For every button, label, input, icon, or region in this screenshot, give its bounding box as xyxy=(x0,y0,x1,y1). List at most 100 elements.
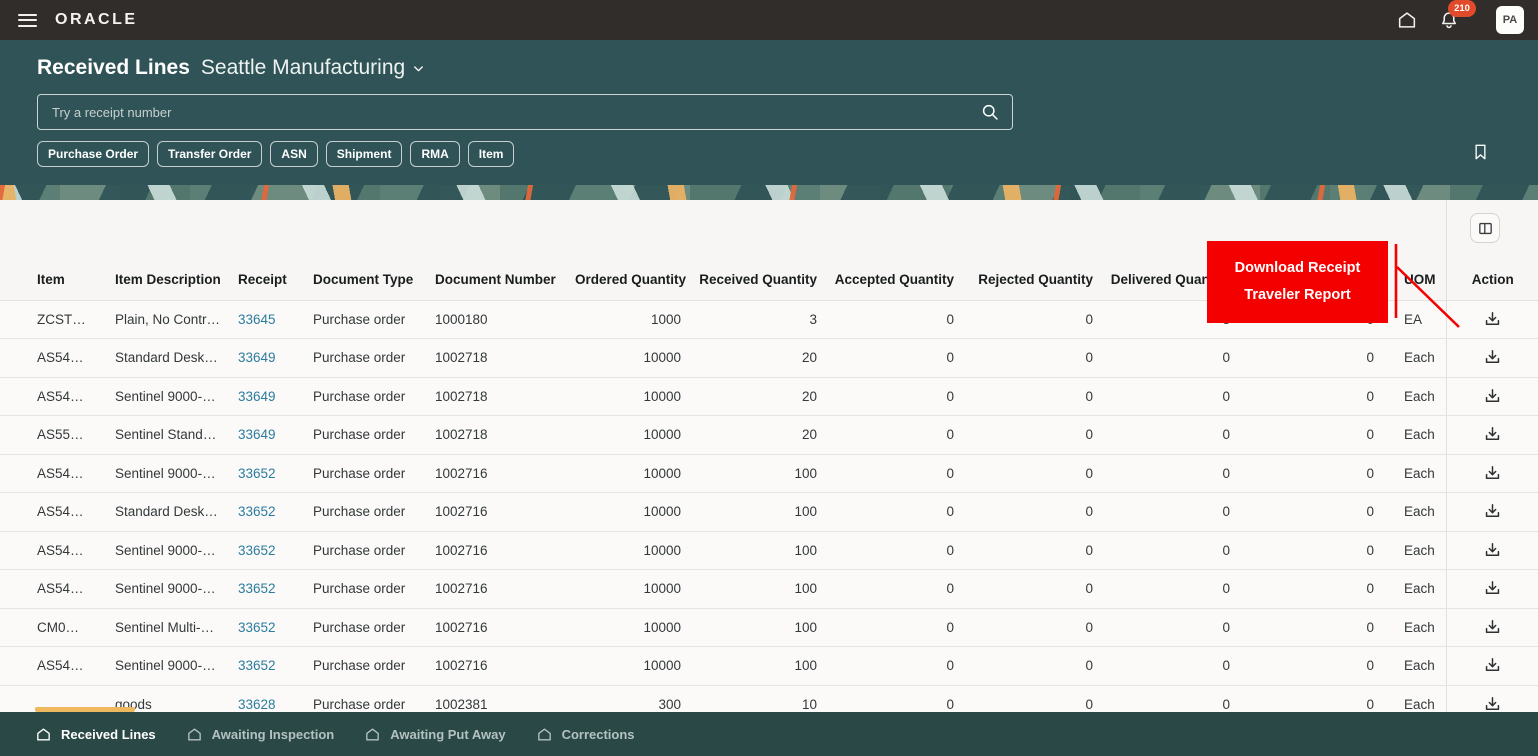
table-row[interactable]: AS55… Sentinel Stand… 33649 Purchase ord… xyxy=(0,415,1538,455)
receipt-link[interactable]: 33652 xyxy=(236,531,311,570)
filter-chip[interactable]: RMA xyxy=(410,141,460,167)
table-row[interactable]: AS54… Standard Desk… 33649 Purchase orde… xyxy=(0,338,1538,378)
cell-document-number: 1002718 xyxy=(433,415,573,455)
download-receipt-traveler-button[interactable] xyxy=(1483,695,1502,714)
table-row[interactable]: AS54… Sentinel 9000-… 33652 Purchase ord… xyxy=(0,454,1538,493)
download-icon xyxy=(1486,696,1500,710)
cell-ordered-quantity: 10000 xyxy=(573,646,683,686)
cell-accepted-quantity: 0 xyxy=(819,454,956,493)
cell-delivered-quantity: 0 xyxy=(1095,377,1232,416)
download-receipt-traveler-button[interactable] xyxy=(1483,579,1502,598)
cell-item: AS54… xyxy=(0,531,113,570)
page-title: Received Lines xyxy=(37,56,190,79)
filter-chip[interactable]: ASN xyxy=(270,141,318,167)
search-input[interactable] xyxy=(50,103,980,121)
cell-hidden-quantity: 0 xyxy=(1232,377,1376,416)
footer-tab-bar: Received Lines Awaiting Inspection Await… xyxy=(0,707,1538,756)
col-header-document-type[interactable]: Document Type xyxy=(311,200,433,301)
notifications-bell-icon[interactable]: 210 xyxy=(1436,0,1476,33)
receipt-link[interactable]: 33652 xyxy=(236,492,311,532)
download-receipt-traveler-button[interactable] xyxy=(1483,502,1502,521)
menu-icon[interactable] xyxy=(18,13,37,27)
download-receipt-traveler-button[interactable] xyxy=(1483,425,1502,444)
cell-received-quantity: 3 xyxy=(683,300,819,339)
table-row[interactable]: AS54… Sentinel 9000-… 33652 Purchase ord… xyxy=(0,531,1538,570)
filter-chip[interactable]: Transfer Order xyxy=(157,141,263,167)
receipt-search[interactable] xyxy=(37,94,1013,130)
cell-hidden-quantity: 0 xyxy=(1232,608,1376,647)
cell-delivered-quantity: 0 xyxy=(1095,492,1232,532)
footer-tab[interactable]: Received Lines xyxy=(35,726,156,743)
receipt-link[interactable]: 33652 xyxy=(236,454,311,493)
col-header-receipt[interactable]: Receipt xyxy=(236,200,311,301)
col-header-item-description[interactable]: Item Description xyxy=(113,200,236,301)
bookmark-icon[interactable] xyxy=(1471,142,1490,167)
search-icon[interactable] xyxy=(980,102,1000,122)
cell-accepted-quantity: 0 xyxy=(819,377,956,416)
receipt-link[interactable]: 33649 xyxy=(236,415,311,455)
footer-tab[interactable]: Awaiting Inspection xyxy=(186,726,335,743)
col-header-document-number[interactable]: Document Number xyxy=(433,200,573,301)
filter-chip[interactable]: Purchase Order xyxy=(37,141,150,167)
receipt-link[interactable]: 33652 xyxy=(236,646,311,686)
cell-item-description: Sentinel Multi-… xyxy=(113,608,236,647)
download-icon xyxy=(1486,465,1500,479)
table-row[interactable]: AS54… Sentinel 9000-… 33652 Purchase ord… xyxy=(0,646,1538,686)
col-header-ordered-quantity[interactable]: Ordered Quantity xyxy=(573,200,686,301)
cell-document-type: Purchase order xyxy=(311,646,433,686)
receipt-link[interactable]: 33649 xyxy=(236,377,311,416)
cell-accepted-quantity: 0 xyxy=(819,646,956,686)
home-pentagon-icon xyxy=(366,728,380,740)
home-pentagon-icon xyxy=(537,728,551,740)
cell-accepted-quantity: 0 xyxy=(819,569,956,609)
download-receipt-traveler-button[interactable] xyxy=(1483,656,1502,675)
table-row[interactable]: AS54… Standard Desk… 33652 Purchase orde… xyxy=(0,492,1538,532)
cell-rejected-quantity: 0 xyxy=(956,646,1095,686)
filter-chip[interactable]: Shipment xyxy=(325,141,403,167)
cell-accepted-quantity: 0 xyxy=(819,300,956,339)
cell-delivered-quantity: 0 xyxy=(1095,608,1232,647)
table-row[interactable]: AS54… Sentinel 9000-… 33652 Purchase ord… xyxy=(0,569,1538,609)
download-receipt-traveler-button[interactable] xyxy=(1483,464,1502,483)
active-tab-indicator xyxy=(35,707,135,712)
cell-document-number: 1002716 xyxy=(433,646,573,686)
receipt-link[interactable]: 33649 xyxy=(236,338,311,378)
download-receipt-traveler-button[interactable] xyxy=(1483,541,1502,560)
table-row[interactable]: AS54… Sentinel 9000-… 33649 Purchase ord… xyxy=(0,377,1538,416)
download-receipt-traveler-button[interactable] xyxy=(1483,310,1502,329)
table-row[interactable]: CM0… Sentinel Multi-… 33652 Purchase ord… xyxy=(0,608,1538,647)
download-receipt-traveler-button[interactable] xyxy=(1483,618,1502,637)
cell-ordered-quantity: 10000 xyxy=(573,531,683,570)
receipt-link[interactable]: 33652 xyxy=(236,608,311,647)
cell-hidden-quantity: 0 xyxy=(1232,415,1376,455)
cell-item: AS54… xyxy=(0,492,113,532)
split-panel-toggle-button[interactable] xyxy=(1470,213,1500,243)
cell-ordered-quantity: 10000 xyxy=(573,338,683,378)
cell-ordered-quantity: 10000 xyxy=(573,415,683,455)
filter-chip[interactable]: Item xyxy=(467,141,515,167)
col-header-received-quantity[interactable]: Received Quantity xyxy=(683,200,819,301)
col-header-item[interactable]: Item xyxy=(0,200,113,301)
col-header-rejected-quantity[interactable]: Rejected Quantity xyxy=(956,200,1095,301)
page-header: Received Lines Seattle Manufacturing Pur… xyxy=(0,40,1538,185)
footer-tab[interactable]: Corrections xyxy=(536,726,635,743)
org-selector[interactable]: Seattle Manufacturing xyxy=(201,56,426,80)
receipt-link[interactable]: 33645 xyxy=(236,300,311,339)
cell-ordered-quantity: 1000 xyxy=(573,300,683,339)
home-icon[interactable] xyxy=(1394,7,1420,33)
cell-item: AS54… xyxy=(0,338,113,378)
footer-tab[interactable]: Awaiting Put Away xyxy=(364,726,506,743)
col-header-accepted-quantity[interactable]: Accepted Quantity xyxy=(819,200,956,301)
footer-tab-label: Awaiting Inspection xyxy=(211,726,335,742)
receipt-link[interactable]: 33652 xyxy=(236,569,311,609)
cell-document-number: 1002716 xyxy=(433,608,573,647)
download-receipt-traveler-button[interactable] xyxy=(1483,387,1502,406)
cell-item: ZCST… xyxy=(0,300,113,339)
cell-item-description: Sentinel 9000-… xyxy=(113,646,236,686)
user-avatar[interactable]: PA xyxy=(1496,6,1524,34)
cell-received-quantity: 20 xyxy=(683,338,819,378)
download-icon xyxy=(1486,388,1500,402)
cell-delivered-quantity: 0 xyxy=(1095,569,1232,609)
cell-rejected-quantity: 0 xyxy=(956,300,1095,339)
download-receipt-traveler-button[interactable] xyxy=(1483,348,1502,367)
